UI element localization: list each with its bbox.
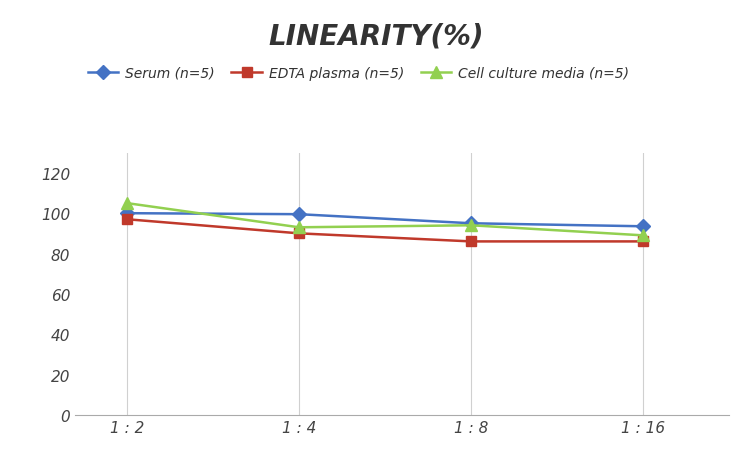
EDTA plasma (n=5)	[123, 217, 132, 222]
Cell culture media (n=5)	[639, 233, 648, 239]
Line: Serum (n=5): Serum (n=5)	[122, 209, 648, 232]
Cell culture media (n=5)	[123, 201, 132, 207]
Cell culture media (n=5)	[295, 225, 304, 230]
Line: Cell culture media (n=5): Cell culture media (n=5)	[121, 198, 649, 241]
Cell culture media (n=5)	[467, 223, 476, 229]
EDTA plasma (n=5)	[295, 231, 304, 236]
Line: EDTA plasma (n=5): EDTA plasma (n=5)	[122, 215, 648, 247]
Legend: Serum (n=5), EDTA plasma (n=5), Cell culture media (n=5): Serum (n=5), EDTA plasma (n=5), Cell cul…	[82, 61, 635, 86]
Serum (n=5)	[639, 224, 648, 230]
Text: LINEARITY(%): LINEARITY(%)	[268, 23, 484, 51]
Serum (n=5)	[123, 211, 132, 216]
Serum (n=5)	[295, 212, 304, 217]
EDTA plasma (n=5)	[639, 239, 648, 244]
Serum (n=5)	[467, 221, 476, 226]
EDTA plasma (n=5)	[467, 239, 476, 244]
